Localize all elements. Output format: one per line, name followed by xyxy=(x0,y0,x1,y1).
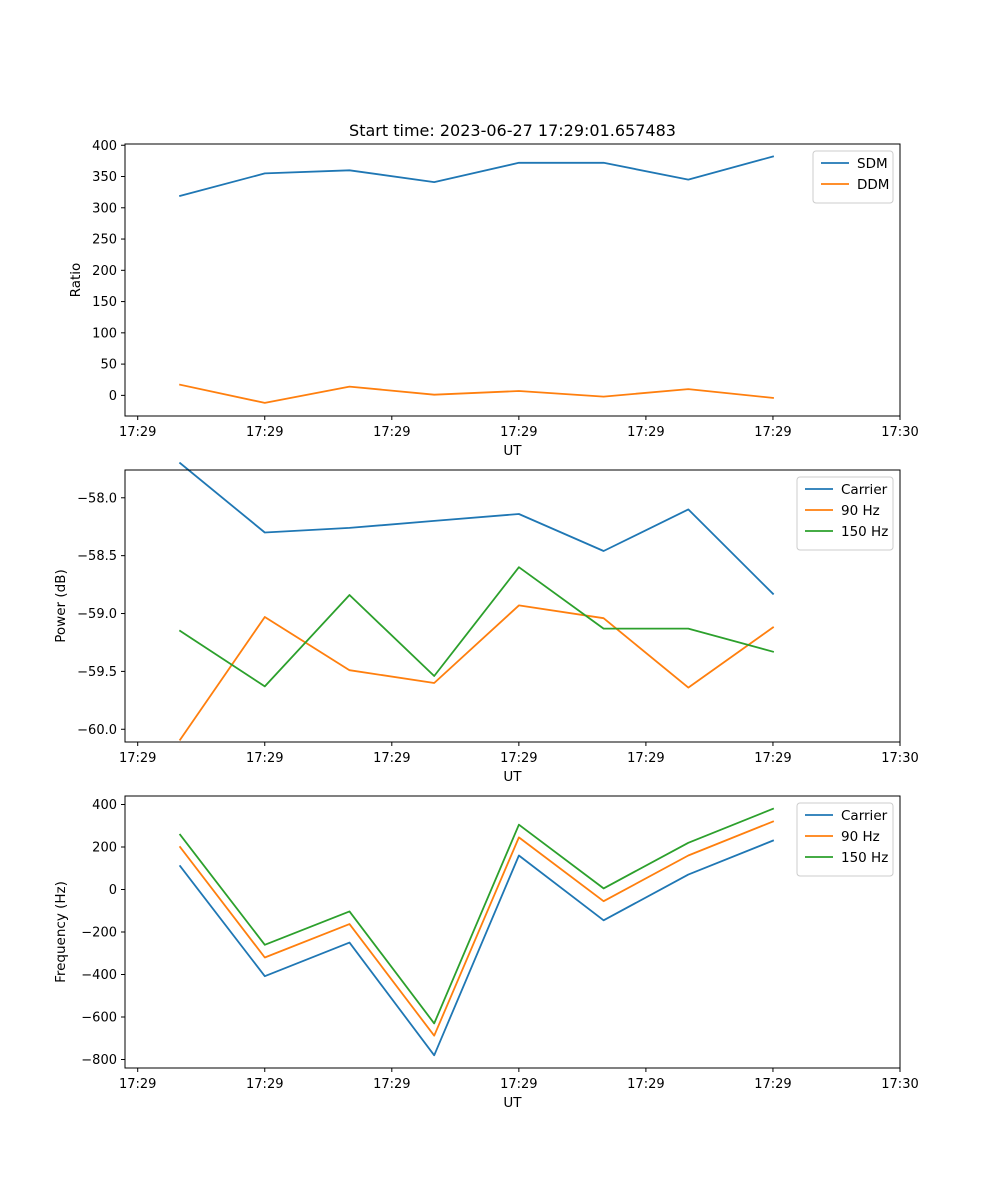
x-tick-label: 17:29 xyxy=(373,425,410,440)
x-tick-label: 17:29 xyxy=(754,1077,791,1092)
plot-frame xyxy=(124,795,901,1069)
series-line-sdm xyxy=(178,155,775,198)
x-tick-label: 17:29 xyxy=(119,425,156,440)
y-tick-label: 200 xyxy=(92,264,117,279)
chart-panel-1: 17:29 17:29 17:29 17:29 17:29 17:29 17:30 0 50 10… xyxy=(68,121,919,459)
y-tick-label: −60.0 xyxy=(77,723,117,738)
x-tick-label: 17:29 xyxy=(500,425,537,440)
y-tick-label: 0 xyxy=(109,883,117,898)
x-tick-label: 17:29 xyxy=(500,1077,537,1092)
y-axis-label: Frequency (Hz) xyxy=(53,881,69,983)
legend-label: 90 Hz xyxy=(841,829,880,845)
y-tick-label: −58.0 xyxy=(77,491,117,506)
series-line-ddm xyxy=(179,383,774,404)
legend-label: 150 Hz xyxy=(841,524,888,540)
legend-label: 90 Hz xyxy=(841,503,880,519)
y-tick-label: 300 xyxy=(92,201,117,216)
y-tick-label: 350 xyxy=(92,170,117,185)
x-tick-label: 17:29 xyxy=(754,425,791,440)
x-tick-label: 17:29 xyxy=(246,1077,283,1092)
legend-label: DDM xyxy=(857,177,889,193)
x-axis-label: UT xyxy=(503,1095,522,1111)
y-tick-label: −200 xyxy=(81,926,117,941)
x-tick-label: 17:29 xyxy=(373,1077,410,1092)
legend-box xyxy=(812,150,894,204)
chart-panel-2: 17:29 17:29 17:29 17:29 17:29 17:29 17:30 −60.0… xyxy=(53,461,919,785)
y-tick-label: −59.0 xyxy=(77,607,117,622)
x-tick-label: 17:29 xyxy=(246,425,283,440)
series-line-150-hz xyxy=(178,807,775,1025)
y-tick-label: 50 xyxy=(100,358,117,373)
series-line-90-hz xyxy=(178,820,775,1037)
x-tick-label: 17:29 xyxy=(119,1077,156,1092)
plot-frame xyxy=(124,469,901,743)
y-tick-label: −58.5 xyxy=(77,549,117,564)
series-line-150-hz xyxy=(178,566,775,688)
series-line-carrier xyxy=(178,839,775,1057)
y-tick-label: −59.5 xyxy=(77,665,117,680)
series-line-carrier xyxy=(178,461,775,596)
chart-title: Start time: 2023-06-27 17:29:01.657483 xyxy=(349,121,676,140)
y-tick-label: 0 xyxy=(109,389,117,404)
y-tick-label: 400 xyxy=(92,798,117,813)
x-tick-label: 17:29 xyxy=(754,751,791,766)
x-axis-label: UT xyxy=(503,769,522,785)
plot-frame xyxy=(124,143,901,417)
x-tick-label: 17:29 xyxy=(500,751,537,766)
y-tick-label: −400 xyxy=(81,968,117,983)
chart-panel-3: 17:29 17:29 17:29 17:29 17:29 17:29 17:30 −800 −… xyxy=(53,795,919,1111)
legend: Carrier 90 Hz 150 Hz xyxy=(796,476,894,551)
x-tick-label: 17:29 xyxy=(627,751,664,766)
y-tick-label: 250 xyxy=(92,233,117,248)
legend: Carrier 90 Hz 150 Hz xyxy=(796,802,894,877)
x-tick-label: 17:29 xyxy=(373,751,410,766)
series-line-90-hz xyxy=(178,604,775,741)
y-tick-label: 100 xyxy=(92,326,117,341)
y-axis-label: Power (dB) xyxy=(53,569,69,642)
legend-label: SDM xyxy=(857,156,888,172)
x-tick-label: 17:29 xyxy=(119,751,156,766)
y-tick-label: 200 xyxy=(92,841,117,856)
x-tick-label: 17:29 xyxy=(627,1077,664,1092)
x-tick-label: 17:29 xyxy=(627,425,664,440)
x-tick-label: 17:30 xyxy=(881,751,918,766)
y-tick-label: −800 xyxy=(81,1053,117,1068)
x-axis-label: UT xyxy=(503,443,522,459)
legend-label: Carrier xyxy=(841,808,888,824)
legend-label: 150 Hz xyxy=(841,850,888,866)
legend: SDM DDM xyxy=(812,150,894,204)
x-tick-label: 17:29 xyxy=(246,751,283,766)
y-tick-label: 400 xyxy=(92,139,117,154)
x-tick-label: 17:30 xyxy=(881,1077,918,1092)
y-axis-label: Ratio xyxy=(68,263,84,298)
x-tick-label: 17:30 xyxy=(881,425,918,440)
legend-label: Carrier xyxy=(841,482,888,498)
y-tick-label: −600 xyxy=(81,1011,117,1026)
y-tick-label: 150 xyxy=(92,295,117,310)
